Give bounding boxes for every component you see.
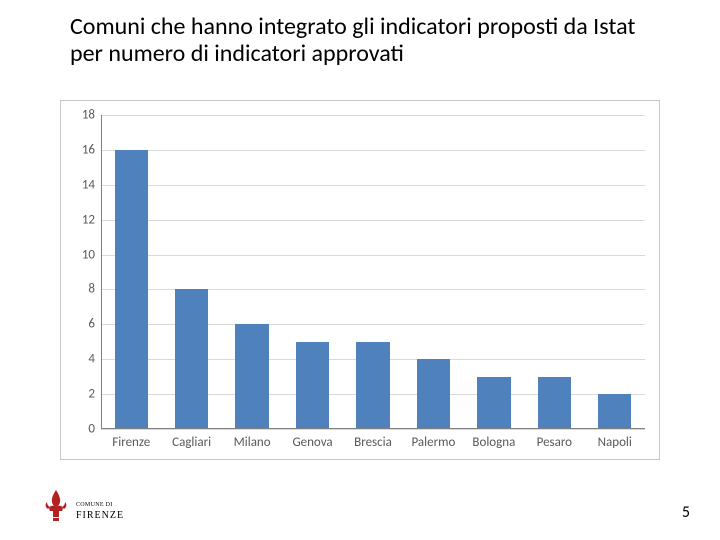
- logo-line2: FIRENZE: [76, 510, 124, 521]
- bar: [115, 150, 148, 429]
- bar: [175, 289, 208, 429]
- y-tick-label: 18: [82, 108, 95, 123]
- y-tick-label: 10: [82, 247, 95, 262]
- x-tick-label: Genova: [292, 435, 332, 450]
- y-tick-label: 2: [88, 387, 95, 402]
- y-tick-label: 8: [88, 282, 95, 297]
- bar: [538, 377, 571, 429]
- y-axis: [101, 115, 102, 429]
- x-tick-label: Palermo: [411, 435, 455, 450]
- bar: [235, 324, 268, 429]
- firenze-emblem-icon: COMUNE DI FIRENZE: [40, 484, 135, 526]
- logo-line1: COMUNE DI: [76, 502, 113, 508]
- x-axis: [101, 428, 645, 429]
- gridline: [101, 429, 645, 430]
- y-tick-label: 12: [82, 212, 95, 227]
- y-tick-label: 4: [88, 352, 95, 367]
- bar: [417, 359, 450, 429]
- y-tick-label: 16: [82, 142, 95, 157]
- bars-group: [101, 115, 645, 429]
- bar: [296, 342, 329, 429]
- x-tick-label: Napoli: [598, 435, 632, 450]
- slide: Comuni che hanno integrato gli indicator…: [0, 0, 720, 540]
- y-tick-label: 0: [88, 422, 95, 437]
- y-tick-label: 6: [88, 317, 95, 332]
- page-number: 5: [682, 503, 690, 522]
- bar-chart: 0 2 4 6 8 10 12 14 16 18 Firenze Cagliari Milano Gen…: [60, 100, 660, 460]
- x-tick-label: Milano: [234, 435, 271, 450]
- x-tick-label: Cagliari: [172, 435, 211, 450]
- x-tick-label: Bologna: [472, 435, 515, 450]
- plot-area: 024681012141618 FirenzeCagliariMilanoGen…: [101, 115, 645, 429]
- bar: [598, 394, 631, 429]
- bar: [477, 377, 510, 429]
- slide-title: Comuni che hanno integrato gli indicator…: [70, 14, 670, 68]
- bar: [356, 342, 389, 429]
- x-tick-label: Firenze: [112, 435, 150, 450]
- x-tick-label: Pesaro: [537, 435, 572, 450]
- y-tick-label: 14: [82, 177, 95, 192]
- footer-logo: COMUNE DI FIRENZE: [40, 484, 135, 526]
- x-tick-label: Brescia: [354, 435, 392, 450]
